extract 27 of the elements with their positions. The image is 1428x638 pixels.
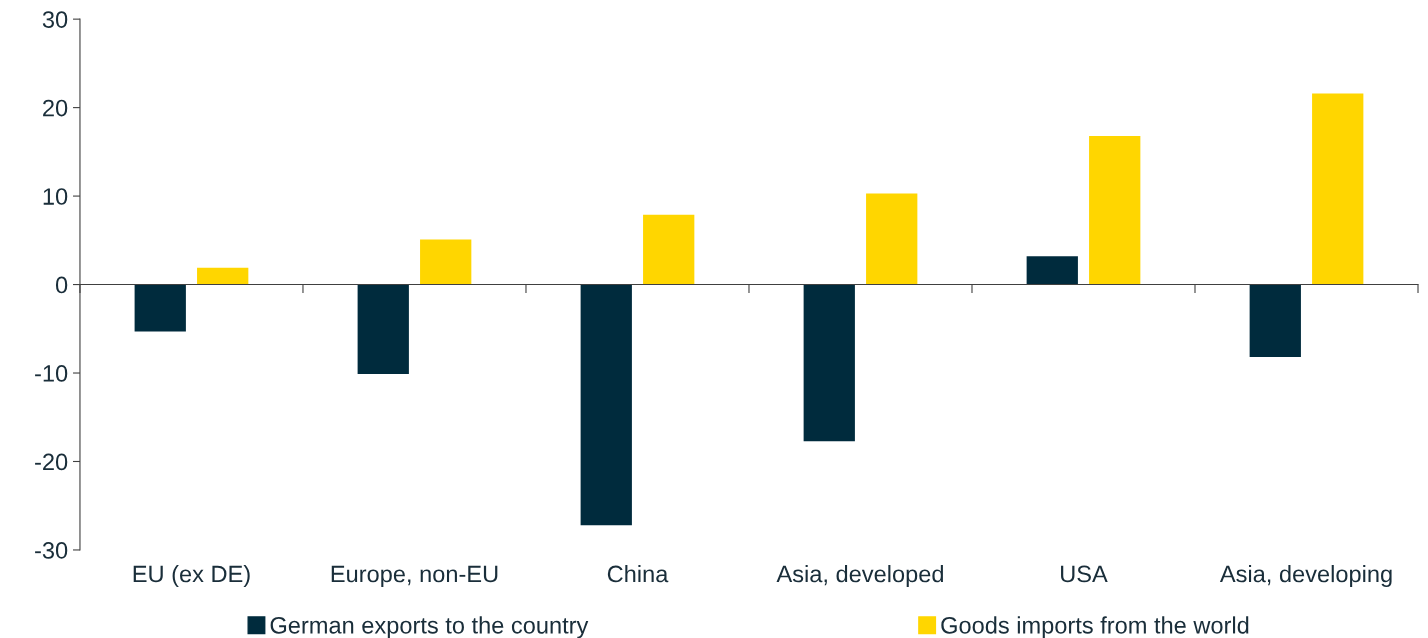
- bar: [643, 214, 695, 285]
- bar: [1249, 284, 1301, 358]
- x-tick-label: USA: [1061, 565, 1108, 583]
- bar: [866, 193, 918, 285]
- y-tick-label: 30: [42, 11, 68, 28]
- x-tick-label: Asia, developing: [1219, 565, 1392, 588]
- bar: [357, 284, 409, 374]
- y-tick-label: 10: [43, 188, 68, 205]
- y-tick-label: -30: [35, 542, 68, 559]
- bar: [1089, 135, 1141, 285]
- bar: [803, 284, 855, 442]
- bar: [134, 284, 186, 332]
- legend-label: Goods imports from the world: [941, 616, 1249, 638]
- bar: [197, 267, 249, 285]
- bar: [1312, 93, 1364, 285]
- y-tick-label: 0: [55, 276, 68, 294]
- bar: [1026, 256, 1078, 285]
- legend-label: German exports to the country: [270, 616, 589, 638]
- bar: [580, 284, 632, 526]
- x-tick-label: Asia, developed: [776, 565, 943, 588]
- y-tick-label: -20: [35, 453, 68, 471]
- x-tick-label: China: [607, 565, 669, 583]
- x-tick-label: Europe, non-EU: [331, 565, 498, 588]
- x-tick-label: EU (ex DE): [133, 565, 250, 587]
- bar: [420, 239, 472, 285]
- y-tick-label: -10: [35, 365, 68, 382]
- y-tick-label: 20: [43, 99, 68, 117]
